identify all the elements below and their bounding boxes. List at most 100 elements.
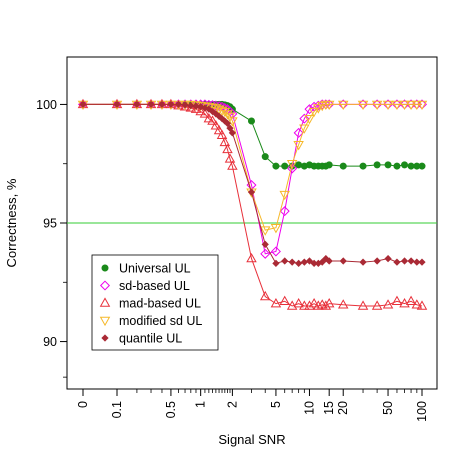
legend-label: Universal UL <box>119 262 191 276</box>
series-point <box>304 300 315 310</box>
series-point <box>192 102 200 110</box>
series-point <box>205 105 213 113</box>
series-point <box>279 206 290 217</box>
x-tick-label: 0.1 <box>110 401 124 418</box>
y-tick-label: 90 <box>43 335 57 349</box>
series-point <box>384 161 392 169</box>
x-tick-label: 1 <box>194 401 208 408</box>
series-point <box>167 100 175 109</box>
series-point <box>216 129 228 139</box>
series-point <box>259 290 271 301</box>
x-tick-label: 5 <box>269 401 283 408</box>
series-point <box>213 124 225 135</box>
x-axis-title: Signal SNR <box>218 432 285 447</box>
series-point <box>371 300 383 310</box>
series-point <box>300 258 308 266</box>
series-point <box>133 100 141 109</box>
series-point <box>195 105 206 116</box>
series-point <box>359 162 367 170</box>
series-point <box>207 115 218 125</box>
series-0 <box>79 100 426 170</box>
series-point <box>373 161 381 169</box>
series-layer <box>77 98 428 310</box>
series-point <box>228 129 237 137</box>
series-point <box>270 298 282 308</box>
series-point <box>219 107 231 118</box>
legend-marker <box>101 264 109 272</box>
legend: Universal UL sd-based UL mad-based UL modif… <box>91 254 219 351</box>
series-point <box>382 299 394 309</box>
series-point <box>286 300 298 310</box>
series-point <box>325 257 333 265</box>
series-point <box>299 113 310 124</box>
series-point <box>357 300 369 310</box>
series-point <box>210 120 222 130</box>
series-point <box>407 257 415 265</box>
legend-marker <box>99 280 111 291</box>
legend-marker <box>99 297 111 307</box>
series-point <box>199 108 211 118</box>
legend-marker <box>101 334 109 342</box>
y-tick-label: 95 <box>43 217 57 231</box>
series-point <box>308 298 320 308</box>
series-point <box>279 190 290 201</box>
legend-box <box>91 254 219 351</box>
series-point <box>190 103 202 113</box>
series-point <box>295 259 303 267</box>
series-point <box>371 100 383 111</box>
series-point <box>222 110 233 120</box>
series-point <box>219 102 230 113</box>
series-point <box>418 162 426 170</box>
series-point <box>223 119 232 128</box>
series-point <box>411 100 423 111</box>
series-point <box>286 160 298 170</box>
legend-label: modified sd UL <box>119 314 202 328</box>
series-point <box>317 99 328 110</box>
series-point <box>305 257 314 265</box>
series-point <box>320 300 332 310</box>
series-point <box>181 101 189 109</box>
y-axis-title: Correctness, % <box>4 178 19 267</box>
series-point <box>224 112 236 122</box>
series-point <box>219 136 231 147</box>
series-point <box>288 258 296 266</box>
series-point <box>418 258 426 266</box>
series-line <box>83 103 422 167</box>
series-point <box>413 258 421 266</box>
series-point <box>158 100 166 109</box>
series-point <box>313 104 324 114</box>
series-point <box>318 258 326 266</box>
series-point <box>382 100 394 111</box>
legend-label: quantile UL <box>119 332 182 346</box>
series-point <box>79 100 87 109</box>
series-point <box>393 162 401 170</box>
series-point <box>272 162 280 170</box>
series-point <box>384 254 392 263</box>
series-point <box>405 100 417 111</box>
series-point <box>293 298 304 308</box>
series-point <box>247 117 255 125</box>
series-4 <box>79 100 426 267</box>
series-point <box>113 100 121 109</box>
series-point <box>281 257 289 265</box>
series-point <box>359 258 367 266</box>
series-point <box>187 101 195 110</box>
series-point <box>407 162 415 170</box>
x-axis: 0 0.1 0.5 1 2 5 10 15 20 50 100 <box>76 389 429 422</box>
series-point <box>212 110 220 118</box>
series-point <box>299 124 310 134</box>
series-point <box>259 226 271 236</box>
series-point <box>391 100 403 111</box>
series-point <box>224 153 236 163</box>
series-point <box>339 257 347 265</box>
series-point <box>185 102 197 112</box>
x-tick-label: 2 <box>225 401 239 408</box>
x-tick-label: 0.5 <box>164 401 178 418</box>
series-point <box>323 100 335 111</box>
series-point <box>247 188 256 196</box>
series-point <box>226 124 234 132</box>
series-point <box>293 127 304 138</box>
series-point <box>270 246 281 257</box>
series-point <box>325 161 333 169</box>
series-point <box>399 298 410 308</box>
